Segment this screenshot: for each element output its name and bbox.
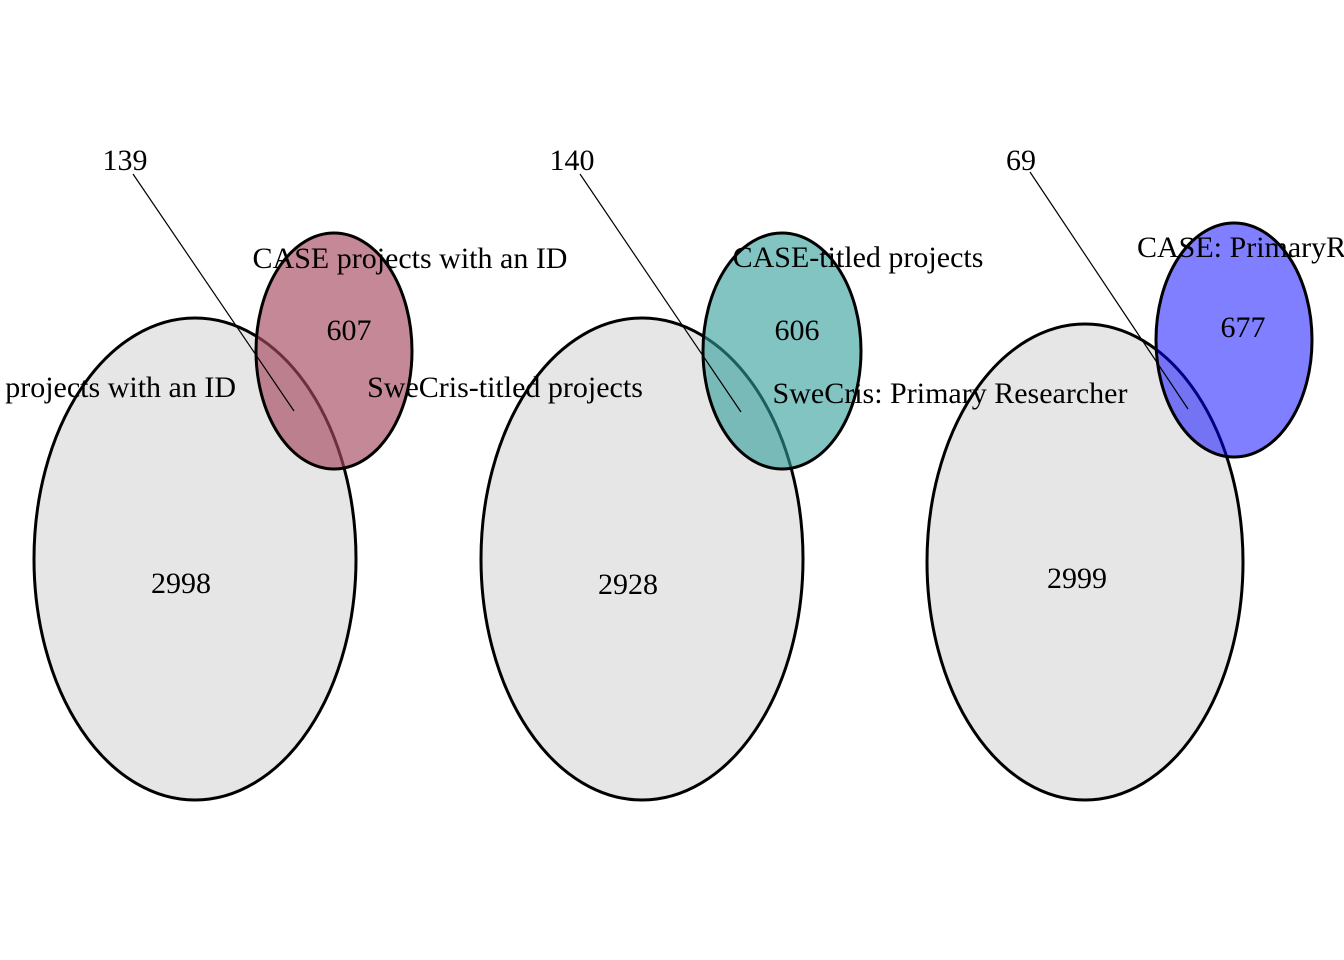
case-id-set-circle: [254, 231, 414, 471]
swecris-researcher-set-circle: [925, 322, 1245, 802]
case-title-only-count: 606: [775, 314, 820, 347]
overlap-leader-line: [132, 173, 295, 412]
case-title-set-circle: [701, 231, 863, 471]
swecris-title-set-circle: [479, 316, 805, 802]
venn-diagram-swecris-case-id: 139 CASE projects with an ID 607 SweCris…: [0, 144, 568, 802]
overlap-count: 140: [550, 144, 595, 177]
swecris-researcher-set-label: SweCris: Primary Researcher: [773, 377, 1128, 410]
swecris-id-set-circle: [32, 316, 358, 802]
venn-diagram-swecris-case-title: 140 CASE-titled projects 606 SweCris-tit…: [367, 144, 984, 802]
case-id-only-count: 607: [327, 314, 372, 347]
swecris-title-only-count: 2928: [598, 568, 658, 601]
case-researcher-set-circle: [1154, 221, 1314, 459]
overlap-count: 139: [103, 144, 148, 177]
case-id-set-label: CASE projects with an ID: [253, 242, 568, 275]
swecris-researcher-only-count: 2999: [1047, 562, 1107, 595]
swecris-id-only-count: 2998: [151, 567, 211, 600]
swecris-id-set-label: SweCris projects with an ID: [0, 371, 236, 404]
overlap-leader-line: [579, 173, 742, 413]
case-title-set-label: CASE-titled projects: [733, 241, 984, 274]
case-researcher-only-count: 677: [1221, 311, 1266, 344]
overlap-leader-line: [1029, 171, 1189, 410]
swecris-title-set-label: SweCris-titled projects: [367, 371, 643, 404]
overlap-count: 69: [1006, 144, 1036, 177]
